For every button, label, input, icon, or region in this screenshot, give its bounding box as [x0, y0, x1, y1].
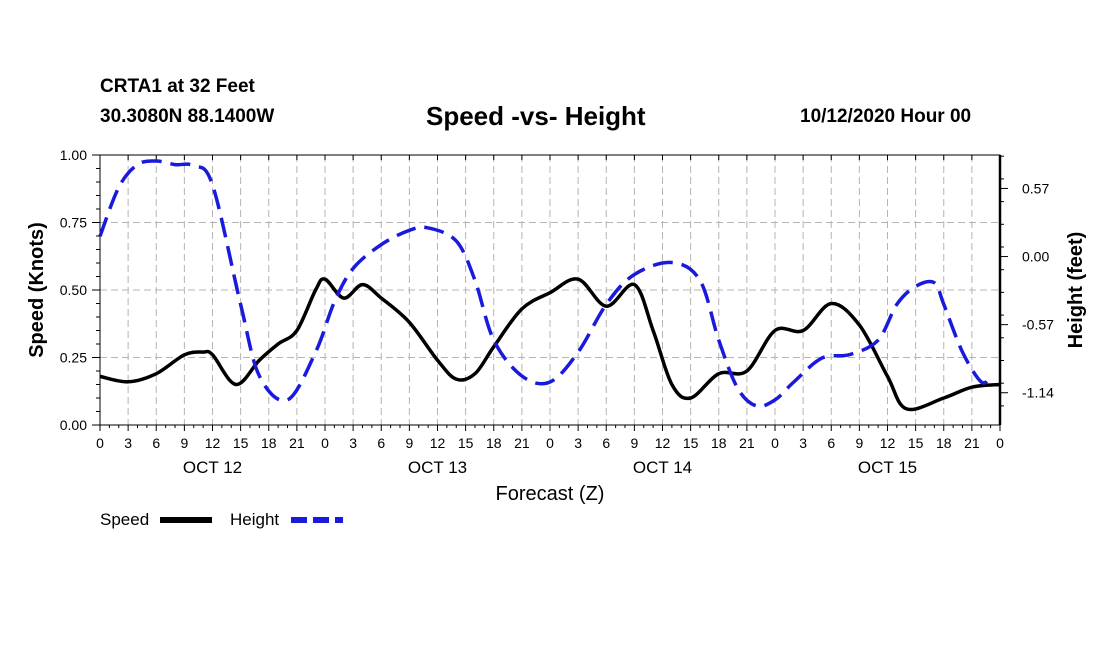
- x-tick-label: 12: [205, 435, 221, 451]
- x-tick-label: 6: [152, 435, 160, 451]
- x-tick-label: 15: [683, 435, 699, 451]
- y-tick-label: 1.00: [60, 147, 87, 163]
- x-tick-label: 0: [546, 435, 554, 451]
- legend-height-label: Height: [230, 510, 279, 529]
- x-tick-label: 18: [711, 435, 727, 451]
- legend-speed-label: Speed: [100, 510, 149, 529]
- station-label: CRTA1 at 32 Feet: [100, 76, 255, 97]
- y-tick-label: 0.00: [60, 417, 87, 433]
- y2-tick-label: 0.00: [1022, 249, 1049, 265]
- x-tick-label: 6: [377, 435, 385, 451]
- chart-title: Speed -vs- Height: [426, 101, 646, 131]
- x-tick-label: 0: [96, 435, 104, 451]
- x-tick-label: 3: [124, 435, 132, 451]
- x-tick-label: 15: [908, 435, 924, 451]
- day-label: OCT 14: [633, 458, 692, 477]
- y-tick-label: 0.75: [60, 215, 87, 231]
- x-tick-label: 3: [349, 435, 357, 451]
- x-tick-label: 3: [799, 435, 807, 451]
- x-tick-label: 3: [574, 435, 582, 451]
- y2-tick-label: -1.14: [1022, 385, 1054, 401]
- x-tick-label: 21: [289, 435, 305, 451]
- y2-tick-label: 0.57: [1022, 180, 1049, 196]
- x-tick-label: 18: [261, 435, 277, 451]
- coordinates-label: 30.3080N 88.1400W: [100, 106, 275, 127]
- x-tick-label: 9: [630, 435, 638, 451]
- x-tick-label: 9: [405, 435, 413, 451]
- x-tick-label: 6: [602, 435, 610, 451]
- y2-axis-title: Height (feet): [1065, 232, 1087, 349]
- x-tick-label: 12: [430, 435, 446, 451]
- x-tick-label: 9: [180, 435, 188, 451]
- x-tick-label: 9: [855, 435, 863, 451]
- y-axis-title: Speed (Knots): [26, 222, 48, 358]
- forecast-datetime: 10/12/2020 Hour 00: [800, 106, 972, 127]
- x-tick-label: 15: [458, 435, 474, 451]
- x-tick-label: 6: [827, 435, 835, 451]
- day-label: OCT 12: [183, 458, 242, 477]
- x-tick-label: 0: [996, 435, 1004, 451]
- y2-tick-label: -0.57: [1022, 317, 1054, 333]
- x-tick-label: 12: [655, 435, 671, 451]
- x-tick-label: 0: [321, 435, 329, 451]
- x-tick-label: 21: [964, 435, 980, 451]
- day-label: OCT 15: [858, 458, 917, 477]
- x-tick-label: 15: [233, 435, 249, 451]
- speed-series-line: [99, 277, 1001, 412]
- x-tick-label: 18: [936, 435, 952, 451]
- x-tick-label: 0: [771, 435, 779, 451]
- x-tick-label: 21: [514, 435, 530, 451]
- height-series-line: [98, 159, 992, 409]
- y-tick-label: 0.25: [60, 350, 87, 366]
- x-tick-label: 18: [486, 435, 502, 451]
- x-tick-label: 12: [880, 435, 896, 451]
- x-tick-label: 21: [739, 435, 755, 451]
- x-axis-title: Forecast (Z): [496, 483, 605, 505]
- day-label: OCT 13: [408, 458, 467, 477]
- y-tick-label: 0.50: [60, 282, 87, 298]
